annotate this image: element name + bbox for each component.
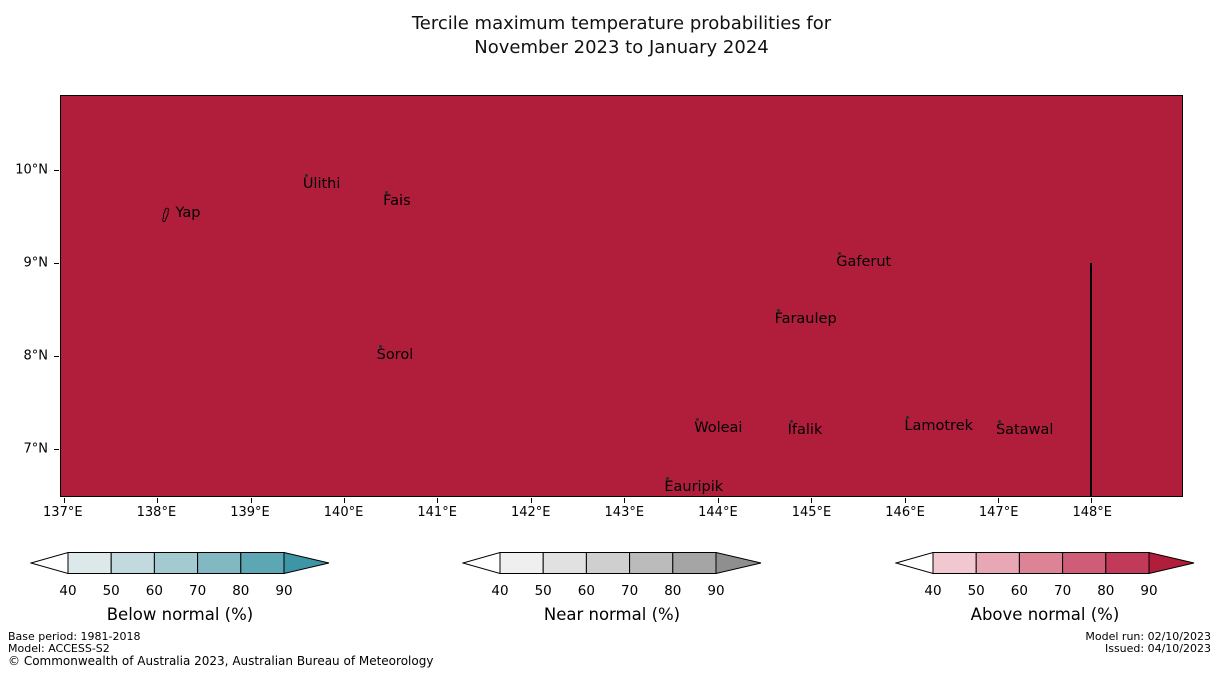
colorbar-tick-label: 90 [707,583,725,599]
x-tick-label: 139°E [230,505,270,520]
y-tick-label: 9°N [23,255,49,271]
colorbar-ticks: 40 50 60 70 80 90 [895,583,1195,601]
colorbar-tick-label: 50 [102,583,120,599]
copyright-text: © Commonwealth of Australia 2023, Austra… [8,654,434,668]
place-marker-dot [696,418,700,422]
colorbar-tick-label: 70 [1054,583,1072,599]
region-boundary-line [1090,263,1092,496]
title-line-1: Tercile maximum temperature probabilitie… [411,13,832,34]
colorbar-below [29,551,330,575]
y-tick-label: 10°N [15,162,48,178]
x-tick-label: 145°E [791,505,832,520]
legend-label-below: Below normal (%) [106,605,254,624]
colorbar-tick-label: 60 [577,583,595,599]
model-text: Model: ACCESS-S2 [8,642,110,655]
x-tick-mark [717,498,719,503]
x-tick-mark [437,498,439,503]
place-label: Yap [175,204,201,221]
legend-group: 40 50 60 70 80 90 Above normal (%) [894,551,1195,624]
x-tick-label: 147°E [978,505,1019,520]
y-tick-label: 8°N [23,348,49,364]
yap-island-icon [162,207,170,222]
colorbar-tick-label: 40 [924,583,942,599]
colorbar-ticks: 40 50 60 70 80 90 [30,583,330,601]
map-area: Yap Ulithi Fais Gaferut Faraulep Sorol Woleai I… [54,95,1183,503]
legend-group: 40 50 60 70 80 90 Below normal (%) [29,551,330,624]
x-tick-label: 140°E [323,505,364,520]
x-tick-mark [904,498,906,503]
y-tick-mark [54,170,59,172]
x-tick-label: 146°E [885,505,925,520]
place-marker-dot [838,251,842,255]
x-tick-label: 138°E [136,505,177,520]
x-tick-label: 142°E [510,505,551,520]
issued-text: Issued: 04/10/2023 [1104,642,1211,655]
legend-label-above: Above normal (%) [970,605,1120,624]
place-label: Ulithi [302,175,341,192]
model-run-text: Model run: 02/10/2023 [1085,630,1211,643]
colorbar-tick-label: 80 [1097,583,1115,599]
place-marker-dot [304,173,308,177]
place-label: Fais [383,192,411,209]
place-marker-dot [385,190,389,194]
place-label: Satawal [995,421,1054,438]
x-tick-label: 137°E [43,505,83,520]
colorbar-tick-label: 50 [967,583,985,599]
y-tick-label: 7°N [23,441,49,457]
place-marker-dot [997,419,1001,423]
title-line-2: November 2023 to January 2024 [474,37,769,58]
colorbar-tick-label: 80 [232,583,250,599]
colorbar-tick-label: 40 [491,583,509,599]
place-marker-dot [906,416,910,420]
place-marker-dot [789,419,793,423]
x-tick-label: 148°E [1072,505,1112,520]
x-tick-mark [997,498,999,503]
x-axis: 137°E 138°E 139°E 140°E 141°E 142°E 143°E 144°E… [43,505,1183,523]
y-tick-mark [54,263,59,265]
y-tick-mark [54,448,59,450]
place-label: Eauripik [664,478,724,495]
place-label: Woleai [694,420,743,437]
x-tick-mark [530,498,532,503]
colorbar-tick-label: 70 [189,583,207,599]
place-label: Faraulep [774,310,837,327]
place-label: Lamotrek [904,418,974,435]
place-label: Sorol [376,346,414,363]
colorbar-tick-label: 90 [275,583,293,599]
place-label: Gaferut [836,253,892,270]
place-marker-dot [776,308,780,312]
legend-group: 40 50 60 70 80 90 Near normal (%) [461,551,762,624]
colorbar-tick-label: 60 [145,583,163,599]
colorbar-tick-label: 40 [59,583,77,599]
x-tick-mark [1091,498,1093,503]
colorbar-ticks: 40 50 60 70 80 90 [462,583,762,601]
x-tick-label: 144°E [698,505,738,520]
colorbar-tick-label: 50 [534,583,552,599]
x-tick-mark [63,498,65,503]
colorbar-tick-label: 90 [1140,583,1158,599]
place-marker-dot [666,476,670,480]
colorbar-near [461,551,762,575]
colorbar-above [894,551,1195,575]
place-marker-dot [378,344,382,348]
x-tick-mark [157,498,159,503]
colorbar-tick-label: 70 [621,583,639,599]
x-tick-mark [811,498,813,503]
legend-label-near: Near normal (%) [543,605,681,624]
x-tick-mark [344,498,346,503]
base-period-text: Base period: 1981-2018 [8,630,141,643]
x-tick-mark [624,498,626,503]
x-tick-label: 143°E [604,505,645,520]
x-tick-label: 141°E [417,505,457,520]
figure-title: Tercile maximum temperature probabilitie… [60,12,1183,60]
y-axis: 10°N 9°N 8°N 7°N [0,95,48,497]
colorbar-tick-label: 80 [664,583,682,599]
x-tick-mark [250,498,252,503]
place-label: Ifalik [787,421,823,438]
y-tick-mark [54,355,59,357]
colorbar-tick-label: 60 [1010,583,1028,599]
